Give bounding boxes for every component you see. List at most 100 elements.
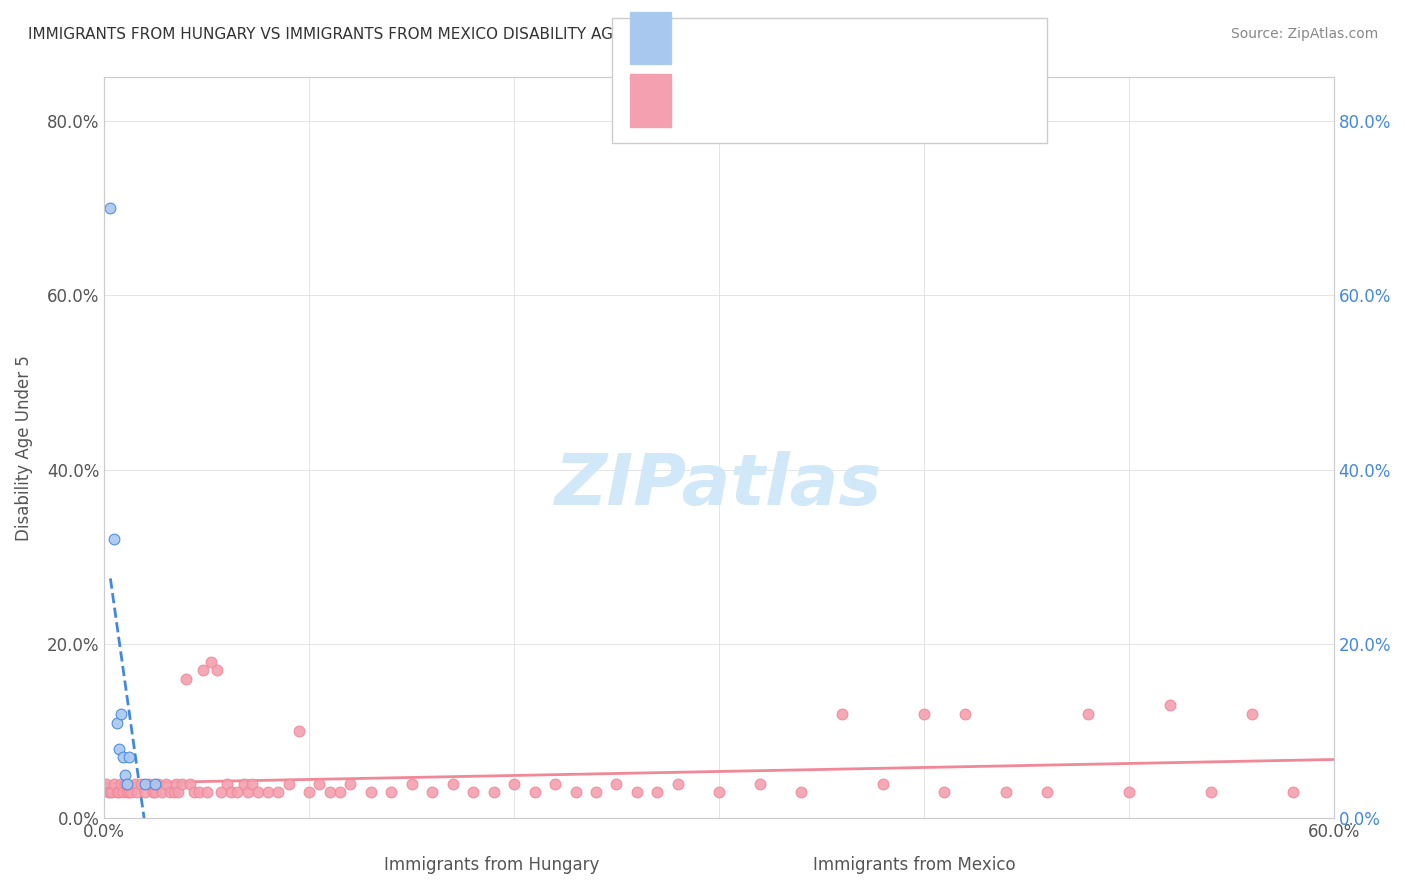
Point — [111, 785, 134, 799]
Point — [240, 776, 263, 790]
Point — [142, 785, 165, 799]
Point — [145, 785, 167, 799]
Point — [200, 655, 222, 669]
Point — [626, 785, 648, 799]
Point — [105, 785, 128, 799]
Text: Immigrants from Hungary: Immigrants from Hungary — [384, 856, 600, 874]
Point — [482, 785, 505, 799]
Point — [110, 706, 132, 721]
Point — [707, 785, 730, 799]
Point — [165, 776, 187, 790]
Point — [96, 776, 118, 790]
Point — [101, 785, 124, 799]
Text: R = 0.483    N =  87: R = 0.483 N = 87 — [675, 89, 856, 107]
Point — [236, 785, 259, 799]
Point — [246, 785, 269, 799]
Point — [503, 776, 526, 790]
Text: Source: ZipAtlas.com: Source: ZipAtlas.com — [1230, 27, 1378, 41]
Point — [195, 785, 218, 799]
Point — [232, 776, 254, 790]
Point — [831, 706, 853, 721]
Point — [118, 750, 141, 764]
Point — [115, 776, 138, 790]
Point — [107, 741, 129, 756]
Point — [277, 776, 299, 790]
Point — [150, 785, 173, 799]
Point — [174, 672, 197, 686]
Point — [155, 776, 177, 790]
Text: Immigrants from Mexico: Immigrants from Mexico — [813, 856, 1015, 874]
Point — [97, 785, 120, 799]
Point — [953, 706, 976, 721]
Point — [329, 785, 352, 799]
Point — [179, 776, 201, 790]
Point — [219, 785, 242, 799]
Point — [115, 785, 138, 799]
Point — [647, 785, 669, 799]
Point — [111, 750, 134, 764]
Point — [1199, 785, 1222, 799]
Point — [748, 776, 770, 790]
Point — [125, 785, 148, 799]
Point — [105, 715, 128, 730]
Point — [1036, 785, 1059, 799]
Point — [159, 785, 181, 799]
Point — [380, 785, 402, 799]
Point — [134, 785, 156, 799]
Point — [666, 776, 689, 790]
Point — [1159, 698, 1181, 713]
Point — [110, 776, 132, 790]
Point — [1240, 706, 1263, 721]
Point — [103, 776, 125, 790]
Text: R = 0.240    N =  11: R = 0.240 N = 11 — [675, 22, 856, 40]
Point — [308, 776, 330, 790]
Point — [191, 663, 214, 677]
Point — [124, 776, 146, 790]
Point — [138, 776, 160, 790]
Point — [339, 776, 361, 790]
Point — [318, 785, 340, 799]
Point — [134, 776, 156, 790]
Point — [1118, 785, 1140, 799]
Point — [146, 776, 169, 790]
Point — [461, 785, 484, 799]
Point — [1077, 706, 1099, 721]
Point — [100, 785, 122, 799]
Point — [523, 785, 546, 799]
Point — [420, 785, 443, 799]
Point — [100, 201, 122, 215]
Point — [288, 724, 311, 739]
Point — [934, 785, 956, 799]
Point — [912, 706, 935, 721]
Point — [114, 768, 136, 782]
Point — [994, 785, 1017, 799]
Point — [172, 776, 194, 790]
Point — [564, 785, 586, 799]
Point — [872, 776, 894, 790]
Point — [298, 785, 321, 799]
Point — [605, 776, 627, 790]
Point — [441, 776, 464, 790]
Point — [187, 785, 209, 799]
Point — [360, 785, 382, 799]
Point — [401, 776, 423, 790]
Point — [167, 785, 190, 799]
Point — [183, 785, 205, 799]
Text: IMMIGRANTS FROM HUNGARY VS IMMIGRANTS FROM MEXICO DISABILITY AGE UNDER 5 CORRELA: IMMIGRANTS FROM HUNGARY VS IMMIGRANTS FR… — [28, 27, 866, 42]
Point — [544, 776, 567, 790]
Point — [163, 785, 186, 799]
Point — [107, 785, 129, 799]
Point — [120, 785, 142, 799]
Point — [103, 533, 125, 547]
Point — [585, 785, 607, 799]
Point — [267, 785, 290, 799]
Point — [145, 776, 167, 790]
Point — [209, 785, 232, 799]
Y-axis label: Disability Age Under 5: Disability Age Under 5 — [15, 355, 32, 541]
Point — [217, 776, 239, 790]
Text: ZIPatlas: ZIPatlas — [555, 450, 883, 519]
Point — [226, 785, 249, 799]
Point — [205, 663, 228, 677]
Point — [257, 785, 280, 799]
Point — [790, 785, 813, 799]
